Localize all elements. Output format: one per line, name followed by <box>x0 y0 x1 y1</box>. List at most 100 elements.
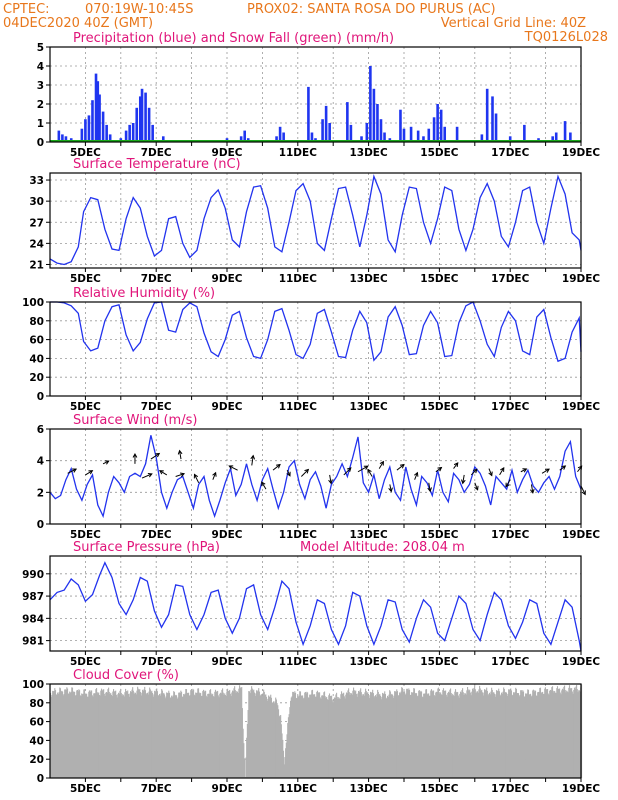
wind-arrow-head <box>363 465 369 470</box>
wind-arrow-shaft <box>367 469 373 477</box>
wind-arrow <box>175 472 186 477</box>
cloud-bar <box>299 691 302 778</box>
cloud-bar <box>275 699 277 778</box>
precip-bar <box>98 94 101 142</box>
cloud-bar <box>459 691 462 778</box>
cloud-bar <box>404 694 406 778</box>
cloud-bar <box>416 696 418 778</box>
temp-series-line <box>49 174 582 266</box>
precip-bar <box>57 130 61 142</box>
cloud-bar <box>374 695 376 778</box>
cloud-bar <box>373 697 375 778</box>
cloud-bar <box>556 688 558 778</box>
wind-arrow <box>435 466 443 473</box>
cloud-bar <box>474 685 476 778</box>
wind-arrow-shaft <box>228 465 238 471</box>
cloud-bar <box>273 701 275 778</box>
wind-arrow-head <box>72 468 78 473</box>
precip-bar <box>64 136 68 142</box>
xtick-label: 17DEC <box>491 783 530 795</box>
cloud-bar <box>231 690 234 778</box>
wind-title: Surface Wind (m/s) <box>73 413 197 428</box>
cloud-bar <box>497 690 499 778</box>
ytick-label: 33 <box>29 175 44 187</box>
wind-arrow <box>541 468 550 474</box>
cloud-bar <box>134 692 137 778</box>
wind-arrow-head <box>460 479 466 485</box>
precip-bar <box>328 123 331 142</box>
ytick-label: 3 <box>37 80 44 92</box>
cloud-bar <box>352 690 354 778</box>
cloud-bar <box>466 690 468 778</box>
cloud-bar <box>498 688 500 778</box>
cloud-bar <box>382 693 384 778</box>
cloud-bar <box>97 693 99 778</box>
cloud-bar <box>177 697 179 778</box>
precip-bar <box>480 134 484 142</box>
cloud-bar <box>483 692 485 778</box>
precip-bar <box>144 92 147 142</box>
cloud-bar <box>410 694 412 778</box>
ytick-label: 5 <box>37 42 44 54</box>
cloud-bar <box>222 692 224 778</box>
cloud-bar <box>249 693 251 778</box>
cloud-bar <box>94 693 96 778</box>
wind-panel: Surface Wind (m/s) 0 2 4 6 5DEC 7DEC 9DEC 11DEC 1… <box>37 413 601 541</box>
precip-bar <box>151 124 154 142</box>
cloud-bar <box>120 688 122 778</box>
cloud-bar <box>367 694 369 778</box>
cloud-bar <box>151 692 154 778</box>
cloud-bar <box>508 689 510 778</box>
cloud-bar <box>138 690 140 778</box>
cloud-bar <box>232 691 234 778</box>
cloud-bar <box>370 692 372 778</box>
cloud-bar <box>194 695 196 778</box>
cloud-bar <box>88 690 91 778</box>
cloud-bar <box>246 737 248 778</box>
cloud-bar <box>444 690 446 778</box>
wind-arrow-head <box>250 454 256 460</box>
cloud-bar <box>130 691 132 778</box>
cloud-bar <box>493 693 496 778</box>
cloud-bar <box>77 691 79 778</box>
xtick-label: 15DEC <box>420 147 459 159</box>
wind-arrow-shaft <box>499 467 505 476</box>
cloud-bar <box>231 692 233 778</box>
wind-arrow-shaft <box>389 484 392 492</box>
cloud-bar <box>433 695 435 778</box>
cloud-bar <box>402 691 404 778</box>
cloud-title: Cloud Cover (%) <box>73 668 179 683</box>
cloud-bar <box>152 696 154 778</box>
wind-arrow-head <box>545 468 550 473</box>
cloud-bar <box>553 692 555 778</box>
cloud-bar <box>199 693 201 778</box>
cloud-bar <box>481 692 483 778</box>
wind-arrow-head <box>561 465 567 470</box>
cloud-bar <box>423 693 425 778</box>
xtick-label: 7DEC <box>141 656 172 668</box>
cloud-bar <box>212 693 214 778</box>
wind-arrow <box>228 465 238 471</box>
cloud-bar <box>396 689 398 778</box>
cloud-bar <box>348 692 350 778</box>
wind-arrow-shaft <box>159 470 168 476</box>
cloud-bar <box>239 687 241 778</box>
cloud-bar <box>204 690 206 778</box>
cloud-bar <box>294 691 296 778</box>
wind-arrow-head <box>505 482 510 488</box>
cloud-bar <box>54 688 56 778</box>
cloud-bar <box>416 693 418 778</box>
cloud-bar <box>420 691 423 778</box>
wind-arrow-head <box>437 466 443 472</box>
cloud-bar <box>260 694 262 778</box>
cloud-bar <box>457 691 459 778</box>
cloud-bar <box>561 688 563 778</box>
rh-panel: Relative Humidity (%) 0 20 40 60 80 100 5DEC 7DE… <box>22 286 600 413</box>
precip-bar <box>551 136 554 142</box>
cloud-bar <box>146 692 149 778</box>
cloud-bar <box>211 694 213 778</box>
cloud-bar <box>508 689 510 778</box>
cloud-bar <box>389 691 391 778</box>
cloud-bar <box>289 707 291 778</box>
cloud-bar <box>142 689 144 778</box>
